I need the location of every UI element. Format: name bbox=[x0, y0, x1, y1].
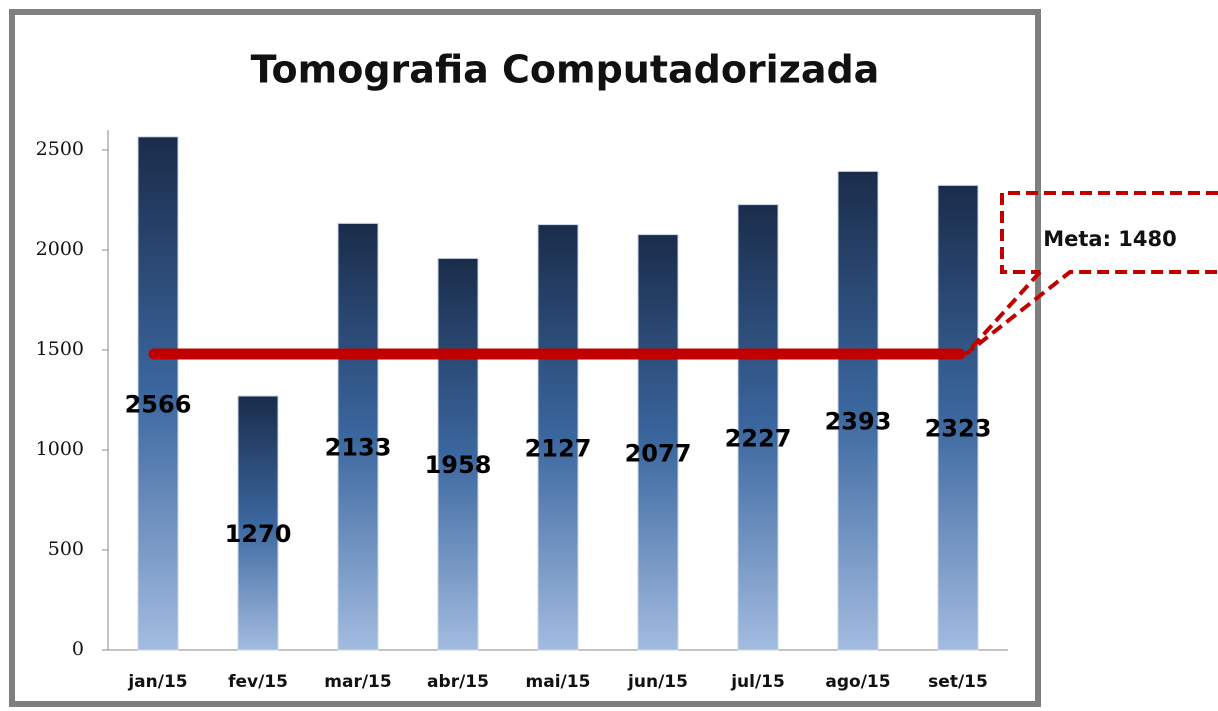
y-tick-label: 1500 bbox=[36, 338, 84, 360]
value-label: 2133 bbox=[325, 434, 392, 462]
x-tick-label: set/15 bbox=[928, 672, 988, 692]
chart-title: Tomografia Computadorizada bbox=[251, 48, 880, 92]
x-tick-label: abr/15 bbox=[427, 672, 489, 692]
y-tick-label: 2500 bbox=[36, 138, 84, 160]
x-tick-label: ago/15 bbox=[825, 672, 890, 692]
value-label: 1958 bbox=[425, 451, 492, 479]
x-tick-label: jun/15 bbox=[627, 672, 688, 692]
x-tick-label: mai/15 bbox=[526, 672, 591, 692]
value-label: 2227 bbox=[725, 424, 792, 452]
bar bbox=[537, 224, 579, 651]
callout bbox=[964, 191, 1218, 356]
value-label: 2566 bbox=[125, 390, 192, 418]
value-label: 1270 bbox=[225, 520, 292, 548]
x-tick-label: jan/15 bbox=[127, 672, 187, 692]
bar bbox=[737, 204, 779, 651]
bar bbox=[137, 136, 179, 651]
bar bbox=[437, 257, 479, 651]
bar bbox=[237, 395, 279, 651]
bar bbox=[337, 222, 379, 651]
y-tick-label: 2000 bbox=[36, 238, 84, 260]
bar bbox=[937, 184, 979, 651]
target-label: Meta: 1480 bbox=[1043, 227, 1177, 251]
x-tick-label: fev/15 bbox=[228, 672, 288, 692]
y-tick-label: 1000 bbox=[36, 438, 84, 460]
value-label: 2077 bbox=[625, 439, 692, 467]
value-label: 2127 bbox=[525, 434, 592, 462]
y-tick-label: 0 bbox=[72, 638, 84, 660]
x-tick-label: mar/15 bbox=[324, 672, 391, 692]
bar bbox=[837, 170, 879, 651]
value-label: 2323 bbox=[925, 415, 992, 443]
value-label: 2393 bbox=[825, 408, 892, 436]
y-tick-label: 500 bbox=[48, 538, 84, 560]
bar bbox=[637, 234, 679, 651]
x-tick-label: jul/15 bbox=[730, 672, 785, 692]
